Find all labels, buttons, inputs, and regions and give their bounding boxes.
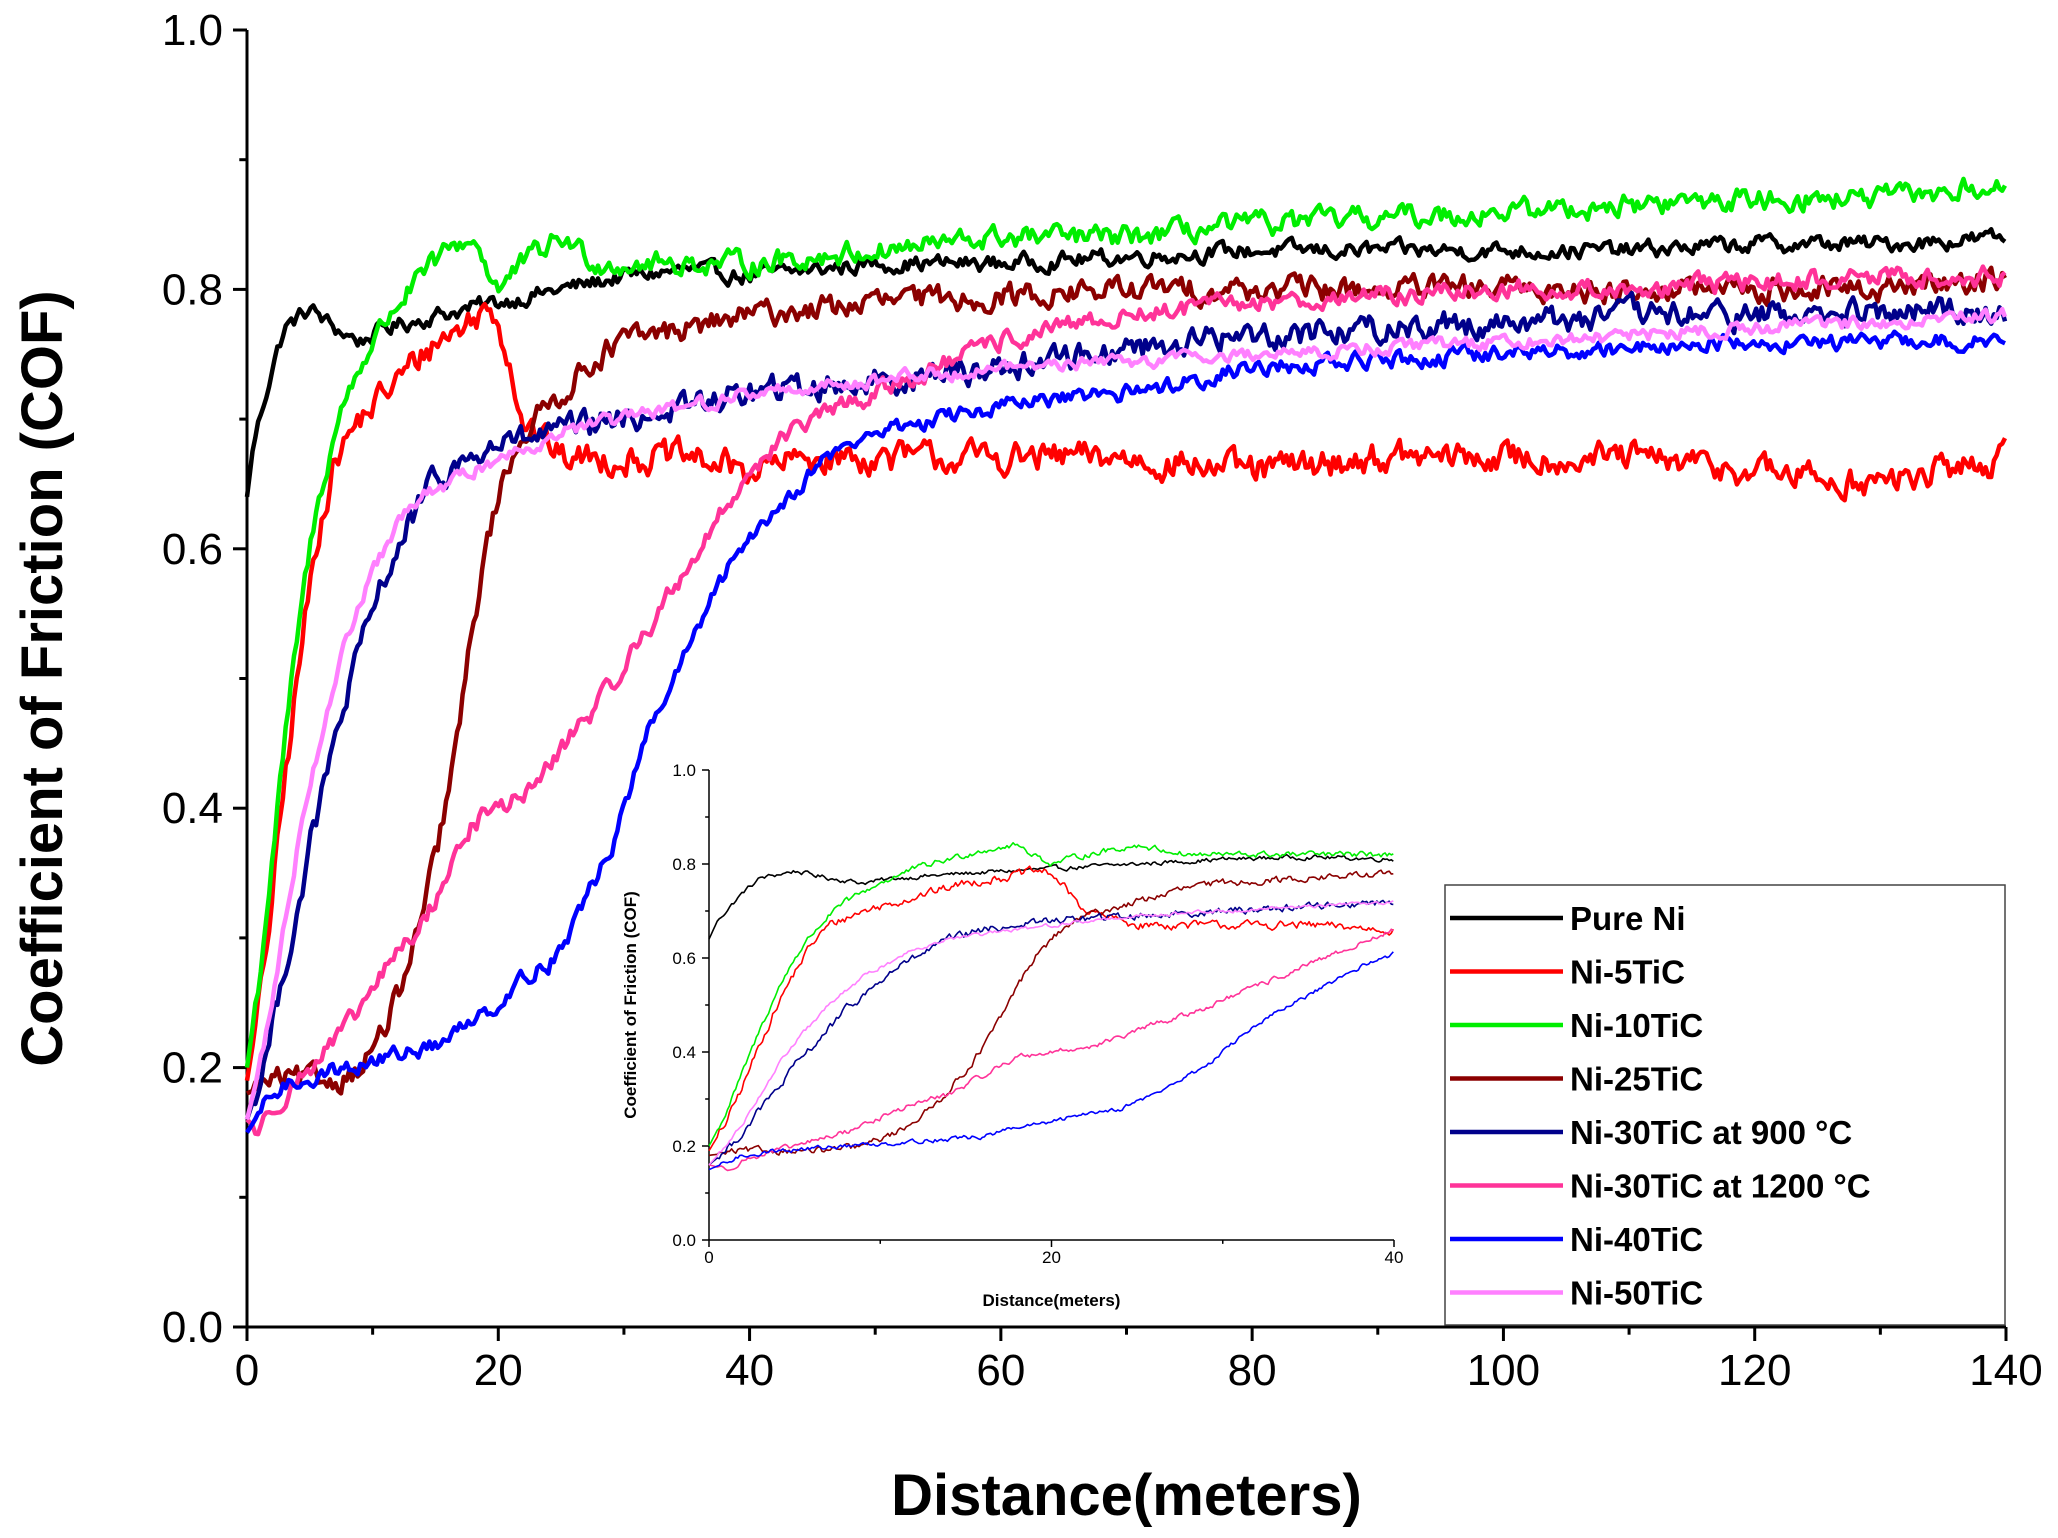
inset-y-tick-label-0-8: 0.8 [672, 855, 696, 874]
inset-series-ni-5tic [708, 865, 1395, 1152]
inset-x-tick-label-20: 20 [1042, 1248, 1061, 1267]
main-series-ni-30tic-at-1200-c [245, 264, 2007, 1137]
inset-series-ni-30tic-at-900-c [708, 899, 1394, 1166]
main-x-tick-label-40: 40 [725, 1346, 774, 1395]
legend-label-ni-30tic-at-1200-c: Ni-30TiC at 1200 °C [1570, 1168, 1871, 1205]
legend-label-ni-5tic: Ni-5TiC [1570, 954, 1685, 991]
inset-y-tick-label-0-2: 0.2 [672, 1137, 696, 1156]
legend-label-ni-10tic: Ni-10TiC [1570, 1007, 1703, 1044]
legend-label-ni-40tic: Ni-40TiC [1570, 1221, 1703, 1258]
main-x-tick-label-80: 80 [1228, 1346, 1277, 1395]
inset-series-ni-30tic-at-1200-c [708, 928, 1394, 1172]
main-plot: 0 20 40 60 80 100 120 140 0.0 0.2 0.4 0.6 0.8 1.0 Dist… [10, 6, 2043, 1528]
main-y-tick-label-0-4: 0.4 [162, 784, 223, 833]
legend-label-ni-25tic: Ni-25TiC [1570, 1061, 1703, 1098]
main-x-axis-label: Distance(meters) [891, 1463, 1362, 1528]
main-x-tick-label-140: 140 [1969, 1346, 2042, 1395]
legend-box [1444, 884, 2006, 1326]
inset-plot: 0 20 40 0.0 0.2 0.4 0.6 0.8 1.0 Distance(meters) C… [621, 761, 1403, 1310]
inset-series-ni-40tic [708, 951, 1394, 1171]
main-y-tick-label-0-0: 0.0 [162, 1303, 223, 1352]
main-x-tick-label-20: 20 [474, 1346, 523, 1395]
main-series-ni-10tic [244, 176, 2007, 1068]
legend-label-ni-50tic: Ni-50TiC [1570, 1275, 1703, 1312]
inset-x-tick-label-0: 0 [704, 1248, 713, 1267]
legend-label-ni-30tic-at-900-c: Ni-30TiC at 900 °C [1570, 1114, 1852, 1151]
inset-y-tick-label-0-0: 0.0 [672, 1231, 696, 1250]
inset-series-ni-25tic [708, 869, 1394, 1157]
inset-series-ni-10tic [708, 842, 1394, 1147]
legend: Pure Ni Ni-5TiC Ni-10TiC Ni-25TiC Ni-30TiC a… [1444, 884, 2006, 1326]
main-series-pure-ni [244, 227, 2007, 498]
legend-label-pure-ni: Pure Ni [1570, 900, 1686, 937]
inset-y-axis-label: Coefficient of Friction (COF) [621, 891, 640, 1119]
main-series-ni-50tic [244, 306, 2008, 1121]
main-x-tick-label-100: 100 [1467, 1346, 1540, 1395]
main-y-tick-label-1-0: 1.0 [162, 6, 223, 55]
main-y-tick-label-0-2: 0.2 [162, 1044, 223, 1093]
inset-x-axis-label: Distance(meters) [983, 1291, 1121, 1310]
main-x-tick-label-120: 120 [1718, 1346, 1791, 1395]
main-x-tick-label-0: 0 [235, 1346, 259, 1395]
inset-x-tick-label-40: 40 [1385, 1248, 1404, 1267]
inset-y-tick-label-0-6: 0.6 [672, 949, 696, 968]
main-y-tick-label-0-8: 0.8 [162, 265, 223, 314]
inset-series-ni-50tic [708, 900, 1394, 1166]
main-y-axis-label: Coefficient of Friction (COF) [10, 290, 75, 1067]
inset-y-tick-label-0-4: 0.4 [672, 1043, 696, 1062]
inset-y-tick-label-1-0: 1.0 [672, 761, 696, 780]
main-series-ni-30tic-at-900-c [244, 290, 2008, 1121]
main-y-tick-label-0-6: 0.6 [162, 525, 223, 574]
main-x-tick-label-60: 60 [976, 1346, 1025, 1395]
